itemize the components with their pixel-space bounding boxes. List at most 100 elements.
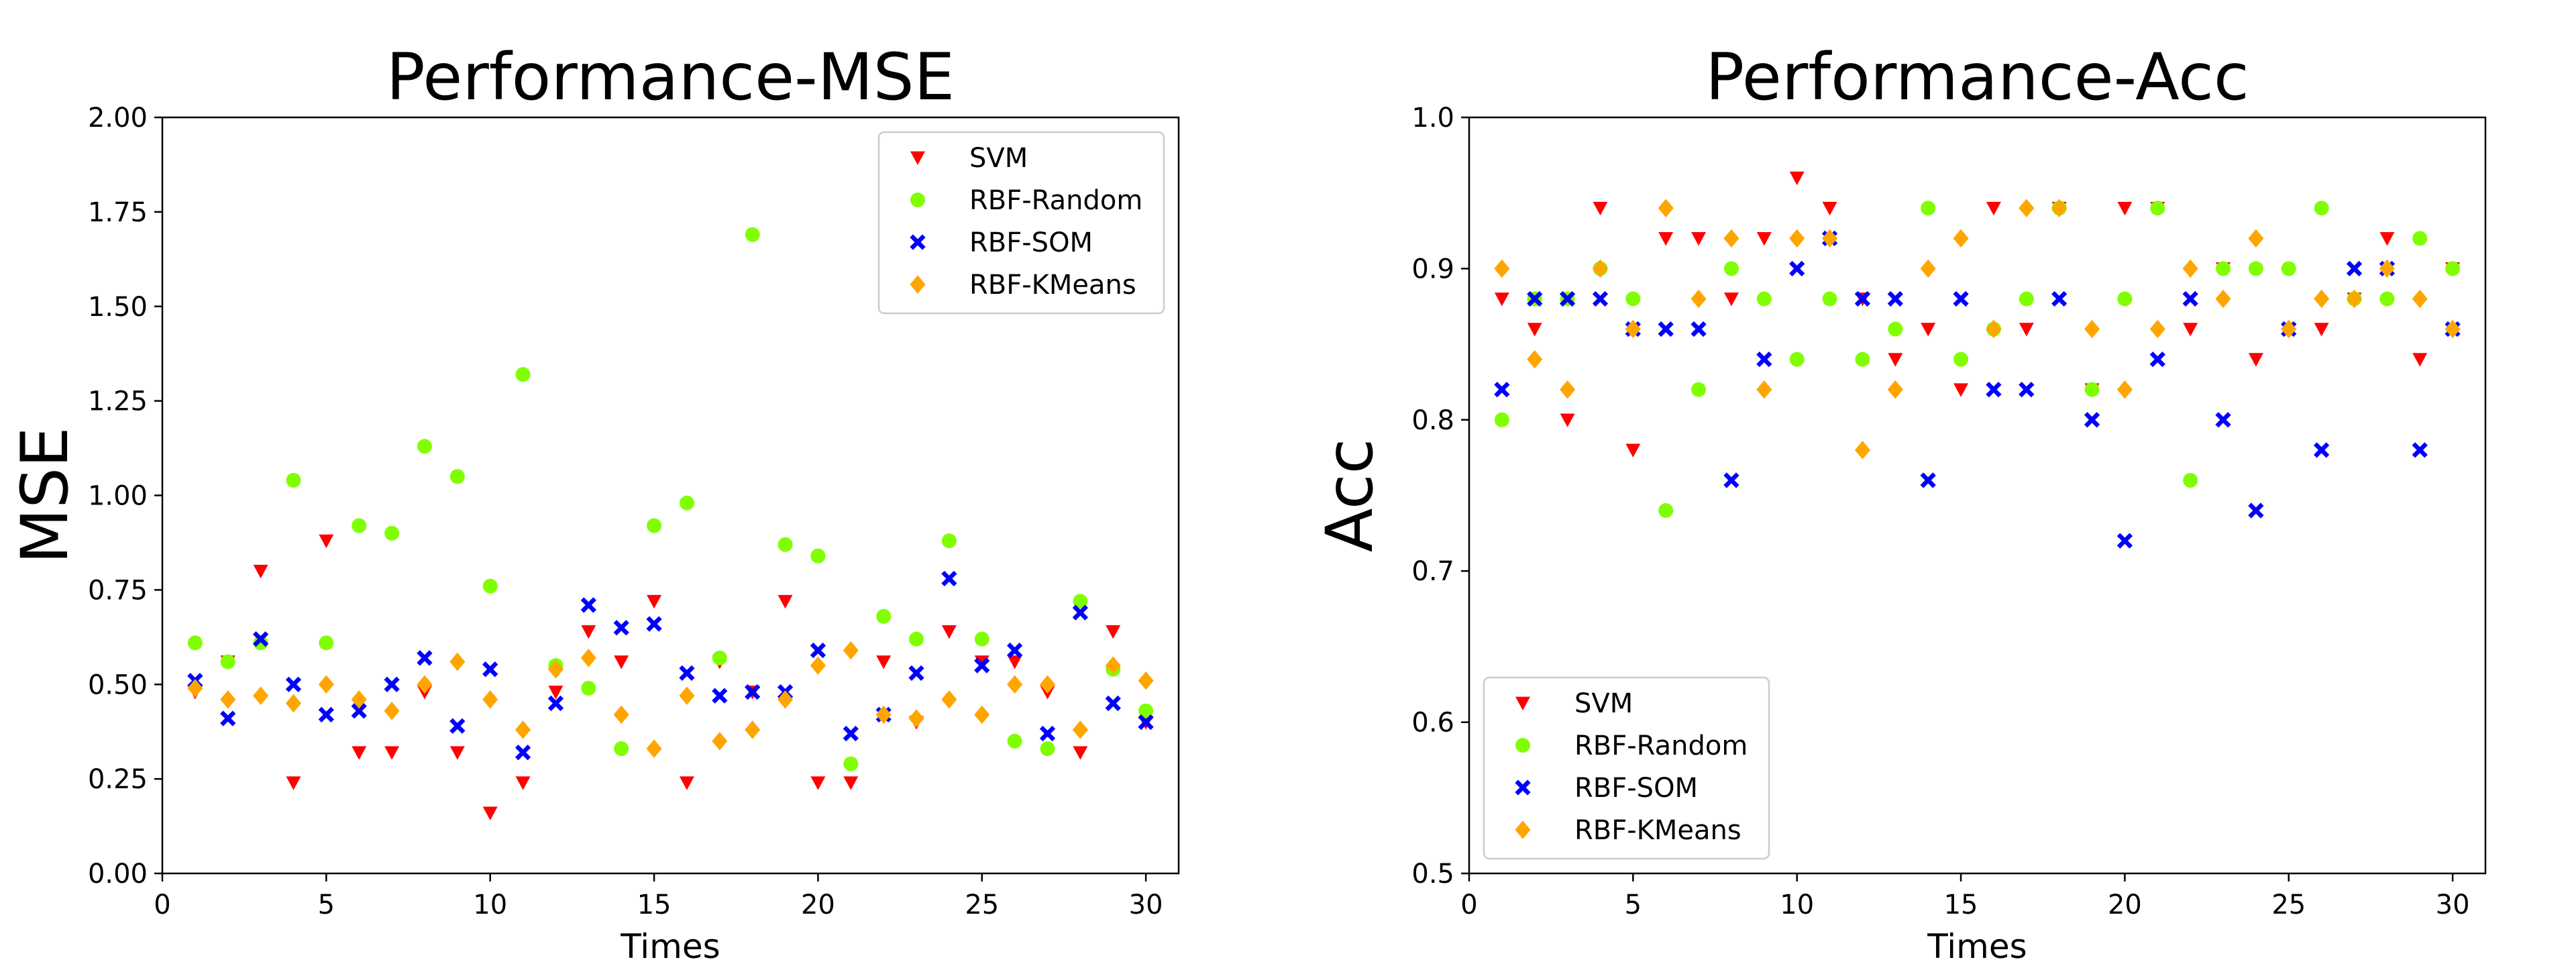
legend-entry: SVM (969, 143, 1028, 174)
data-point (613, 705, 629, 724)
y-tick-label: 0.6 (1411, 708, 1454, 739)
data-point (646, 739, 662, 758)
y-tick-label: 1.25 (88, 386, 148, 417)
data-point (1039, 675, 1056, 694)
y-tick-label: 0.7 (1411, 556, 1454, 587)
data-point (1593, 201, 1608, 216)
data-point (614, 655, 629, 669)
data-point (1494, 259, 1510, 278)
series-svm (1494, 171, 2461, 458)
data-point (1822, 229, 1838, 248)
x-tick-label: 0 (154, 890, 170, 920)
data-point (2412, 289, 2428, 309)
data-point (745, 684, 761, 700)
data-point (581, 625, 596, 639)
data-point (581, 680, 596, 696)
data-point (286, 472, 301, 488)
data-point (1921, 201, 1936, 216)
y-tick-label: 0.5 (1411, 859, 1454, 890)
data-point (449, 469, 465, 484)
data-point (1690, 321, 1707, 337)
data-point (1887, 290, 1903, 307)
data-point (1658, 231, 1674, 246)
data-point (876, 655, 892, 669)
data-point (876, 608, 892, 624)
data-point (1625, 443, 1641, 458)
data-point (1494, 292, 1509, 307)
data-point (712, 732, 728, 751)
data-point (2412, 231, 2428, 246)
x-axis-label: Times (620, 927, 720, 966)
x-tick-label: 0 (1460, 890, 1477, 920)
data-point (1559, 290, 1576, 307)
data-point (1007, 733, 1022, 749)
series-rbf-som (1494, 230, 2461, 549)
data-point (2183, 323, 2198, 337)
data-point (2182, 259, 2198, 278)
data-point (1105, 695, 1121, 712)
data-point (2379, 291, 2395, 307)
y-tick-label: 0.75 (88, 575, 148, 606)
data-point (1789, 260, 1805, 277)
legend-entry: RBF-SOM (1574, 773, 1698, 804)
data-point (2314, 323, 2329, 337)
data-point (2215, 412, 2231, 428)
data-point (515, 367, 531, 382)
data-point (2149, 319, 2165, 339)
data-point (777, 690, 794, 709)
data-point (908, 709, 924, 728)
legend-entry: RBF-SOM (969, 227, 1093, 258)
data-point (1527, 323, 1542, 337)
data-point (2248, 502, 2264, 519)
data-point (1007, 655, 1022, 669)
x-tick-label: 5 (1625, 890, 1642, 920)
data-point (482, 806, 498, 820)
data-point (843, 641, 859, 660)
series-rbf-random (1494, 201, 2461, 519)
data-point (1723, 261, 1739, 276)
data-point (1723, 292, 1739, 307)
data-point (2314, 442, 2330, 458)
legend-marker (1515, 820, 1531, 839)
data-point (679, 665, 695, 681)
data-point (1560, 380, 1576, 399)
legend-entry: RBF-Random (1574, 731, 1748, 761)
data-point (1039, 725, 1056, 742)
data-point (2019, 382, 2035, 398)
data-point (285, 676, 302, 692)
data-point (1138, 671, 1154, 690)
data-point (1953, 352, 1969, 367)
data-point (974, 657, 990, 674)
data-point (1921, 323, 1936, 337)
data-point (1920, 472, 1936, 488)
data-point (679, 776, 694, 790)
data-point (1007, 642, 1023, 659)
data-point (2116, 380, 2133, 399)
data-point (2051, 290, 2068, 307)
data-point (1105, 656, 1121, 675)
data-point (384, 525, 400, 541)
legend-marker (1515, 738, 1530, 753)
data-point (1138, 703, 1154, 718)
data-point (482, 578, 498, 594)
data-point (351, 703, 367, 719)
data-point (875, 705, 892, 724)
data-point (1986, 201, 2001, 216)
data-point (647, 518, 662, 533)
data-point (1073, 746, 1088, 760)
data-point (1625, 291, 1641, 307)
y-tick-label: 0.00 (88, 859, 148, 890)
data-point (1953, 383, 1969, 397)
data-point (482, 661, 498, 678)
data-point (2019, 199, 2035, 217)
data-point (2216, 261, 2231, 276)
data-point (220, 710, 236, 727)
data-point (974, 631, 989, 647)
data-point (286, 776, 301, 790)
x-tick-label: 15 (637, 890, 672, 920)
data-point (1658, 321, 1674, 337)
data-point (810, 656, 826, 675)
data-point (2084, 319, 2100, 339)
chart-title: Performance-MSE (386, 40, 955, 115)
